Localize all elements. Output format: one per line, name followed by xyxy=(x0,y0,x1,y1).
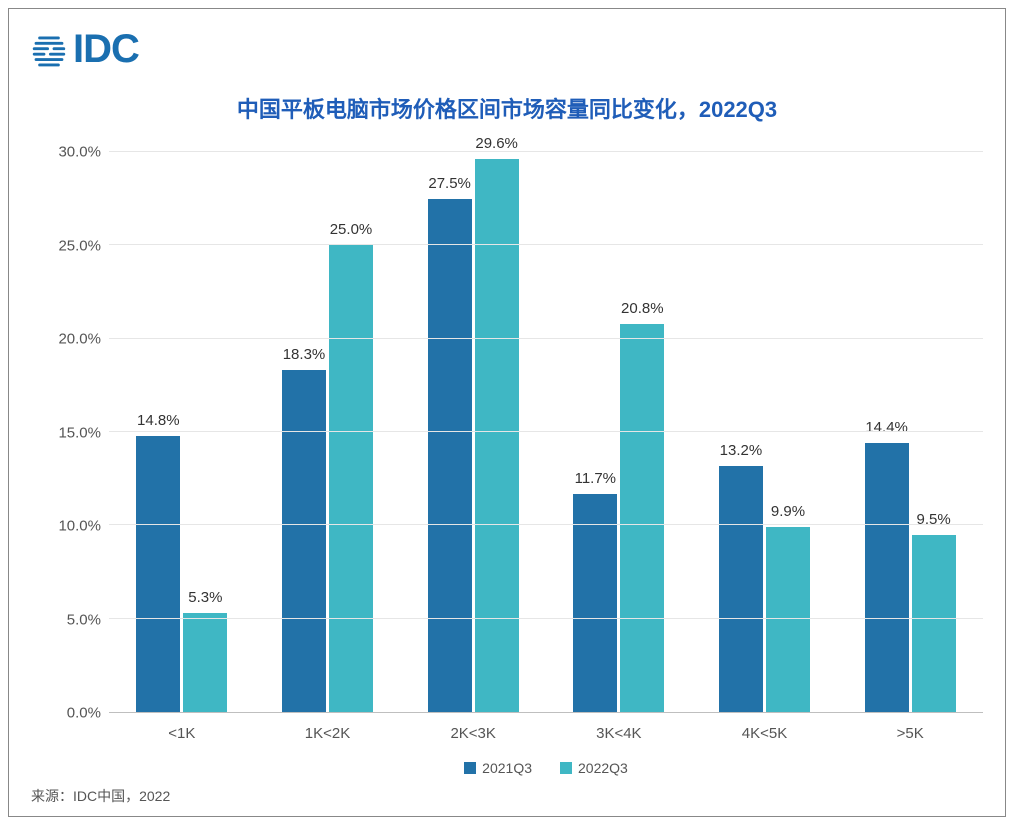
bar: 27.5% xyxy=(428,199,472,712)
x-axis: <1K1K<2K2K<3K3K<4K4K<5K>5K xyxy=(109,725,983,742)
bar: 29.6% xyxy=(475,159,519,712)
legend-label: 2021Q3 xyxy=(482,760,532,776)
source-text: 来源：IDC中国，2022 xyxy=(31,786,983,806)
gridline xyxy=(109,431,983,432)
legend-item: 2022Q3 xyxy=(560,760,628,776)
bar-group: 27.5%29.6% xyxy=(428,152,519,712)
bar-value-label: 27.5% xyxy=(428,175,471,192)
chart-frame: IDC 中国平板电脑市场价格区间市场容量同比变化，2022Q3 0.0% 5.0%… xyxy=(8,8,1006,817)
gridline xyxy=(109,338,983,339)
plot-area: 14.8%5.3%18.3%25.0%27.5%29.6%11.7%20.8%1… xyxy=(109,152,983,713)
legend-item: 2021Q3 xyxy=(464,760,532,776)
gridline xyxy=(109,524,983,525)
bar: 11.7% xyxy=(573,494,617,712)
x-axis-label: <1K xyxy=(109,725,255,742)
bar-group: 14.8%5.3% xyxy=(136,152,227,712)
bar: 20.8% xyxy=(620,324,664,712)
x-axis-label: 3K<4K xyxy=(546,725,692,742)
y-tick-label: 20.0% xyxy=(31,331,101,348)
bar-value-label: 5.3% xyxy=(188,589,222,606)
bar-value-label: 20.8% xyxy=(621,300,664,317)
bar: 14.8% xyxy=(136,436,180,712)
bar: 9.9% xyxy=(766,527,810,712)
gridline xyxy=(109,618,983,619)
idc-logo: IDC xyxy=(31,27,983,72)
y-tick-label: 0.0% xyxy=(31,705,101,722)
legend-swatch xyxy=(560,762,572,774)
bar-value-label: 25.0% xyxy=(330,221,373,238)
legend-label: 2022Q3 xyxy=(578,760,628,776)
chart-title: 中国平板电脑市场价格区间市场容量同比变化，2022Q3 xyxy=(31,92,983,124)
gridline xyxy=(109,244,983,245)
bar: 14.4% xyxy=(865,443,909,712)
bar: 25.0% xyxy=(329,245,373,712)
bar-group: 18.3%25.0% xyxy=(282,152,373,712)
bar-value-label: 14.8% xyxy=(137,412,180,429)
plot-wrapper: 0.0%5.0%10.0%15.0%20.0%25.0%30.0% 14.8%5… xyxy=(31,152,983,713)
bar-value-label: 29.6% xyxy=(475,135,518,152)
bars-layer: 14.8%5.3%18.3%25.0%27.5%29.6%11.7%20.8%1… xyxy=(109,152,983,712)
x-axis-label: 4K<5K xyxy=(692,725,838,742)
y-tick-label: 30.0% xyxy=(31,144,101,161)
y-tick-label: 25.0% xyxy=(31,237,101,254)
globe-icon xyxy=(31,32,67,68)
bar-value-label: 13.2% xyxy=(720,442,763,459)
bar: 13.2% xyxy=(719,466,763,712)
y-tick-label: 15.0% xyxy=(31,424,101,441)
bar: 9.5% xyxy=(912,535,956,712)
bar: 18.3% xyxy=(282,370,326,712)
bar-group: 11.7%20.8% xyxy=(573,152,664,712)
y-axis: 0.0%5.0%10.0%15.0%20.0%25.0%30.0% xyxy=(31,152,109,713)
legend: 2021Q3 2022Q3 xyxy=(109,760,983,776)
bar-group: 13.2%9.9% xyxy=(719,152,810,712)
x-axis-label: >5K xyxy=(837,725,983,742)
y-tick-label: 5.0% xyxy=(31,611,101,628)
x-axis-label: 2K<3K xyxy=(400,725,546,742)
bar-value-label: 14.4% xyxy=(865,419,908,436)
y-tick-label: 10.0% xyxy=(31,518,101,535)
x-axis-label: 1K<2K xyxy=(255,725,401,742)
bar-value-label: 9.9% xyxy=(771,503,805,520)
bar: 5.3% xyxy=(183,613,227,712)
gridline xyxy=(109,151,983,152)
bar-value-label: 11.7% xyxy=(575,470,616,487)
bar-group: 14.4%9.5% xyxy=(865,152,956,712)
legend-swatch xyxy=(464,762,476,774)
logo-text: IDC xyxy=(73,27,139,72)
bar-value-label: 18.3% xyxy=(283,346,326,363)
